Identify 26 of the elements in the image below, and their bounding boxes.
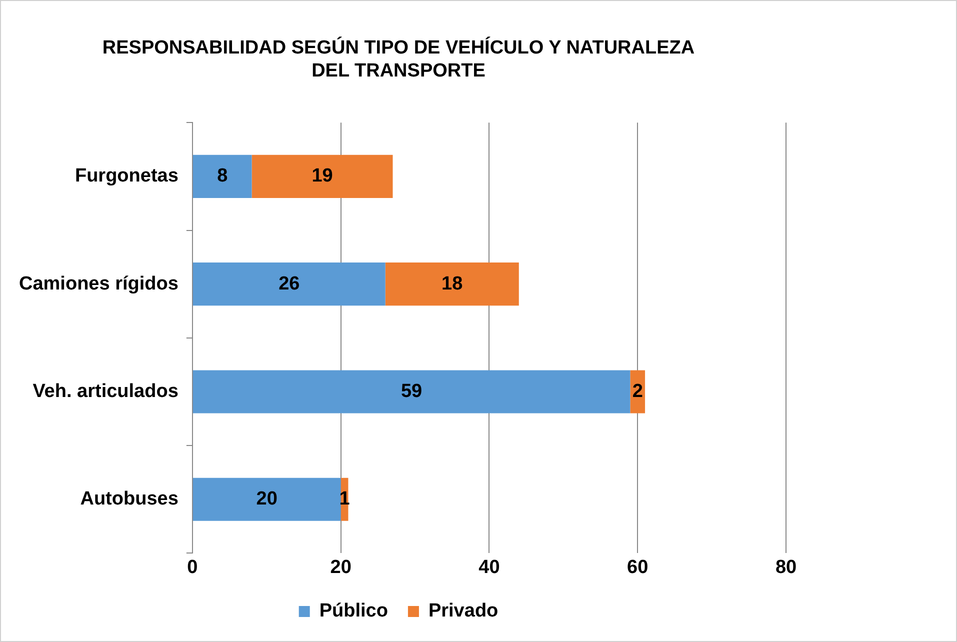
bar xyxy=(192,154,252,198)
x-tick-label: 40 xyxy=(478,556,500,578)
y-tick-label: Veh. articulados xyxy=(32,380,178,402)
legend-label: Público xyxy=(319,600,388,622)
y-tick-label: Autobuses xyxy=(80,488,178,510)
x-tick-label: 20 xyxy=(330,556,352,578)
data-label: 19 xyxy=(312,166,333,187)
bar xyxy=(192,478,341,521)
bar xyxy=(192,370,630,414)
x-tick-label: 60 xyxy=(627,556,648,578)
y-tick-label: Camiones rígidos xyxy=(19,273,178,294)
x-tick-label: 0 xyxy=(187,556,198,578)
legend-label: Privado xyxy=(428,600,498,622)
data-label: 2 xyxy=(632,380,643,402)
bar xyxy=(192,262,386,306)
bar xyxy=(630,370,646,414)
chart-title: RESPONSABILIDAD SEGÚN TIPO DE VEHÍCULO Y NATURALEZA DEL TRANSPORTE xyxy=(102,36,695,82)
data-label: 26 xyxy=(278,273,300,294)
y-tick-label: Furgonetas xyxy=(74,166,178,187)
data-label: 20 xyxy=(256,488,278,510)
bar xyxy=(252,154,393,198)
data-label: 8 xyxy=(217,166,228,187)
data-label: 59 xyxy=(400,380,422,402)
data-label: 18 xyxy=(442,273,463,294)
x-tick-label: 80 xyxy=(775,556,797,578)
bar xyxy=(385,262,519,306)
